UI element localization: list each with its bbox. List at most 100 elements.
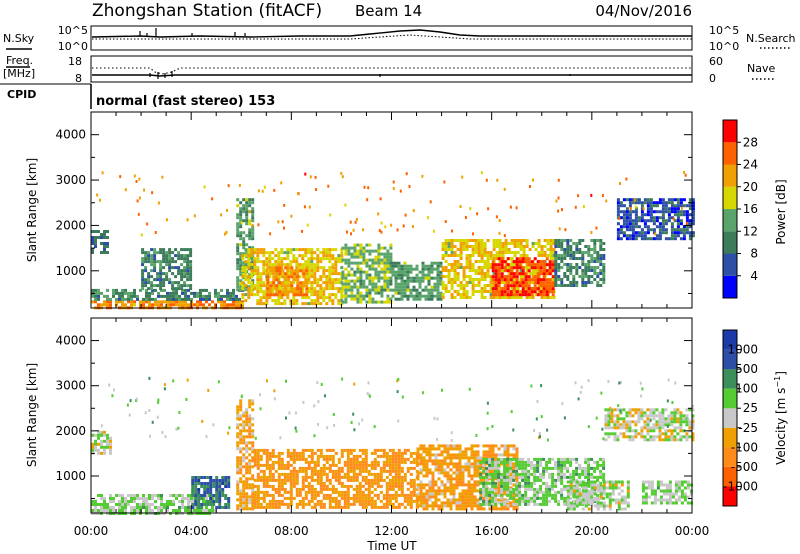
velocity-cell (200, 494, 204, 497)
power-cell (183, 266, 187, 270)
power-cell (510, 260, 514, 263)
power-cell (121, 291, 124, 295)
power-cell (661, 210, 665, 214)
velocity-cell (200, 506, 204, 509)
power-cell (504, 248, 508, 251)
power-cell (262, 302, 266, 306)
power-cell (256, 248, 260, 252)
power-cell (521, 290, 525, 294)
power-cell (569, 266, 573, 269)
power-cell (587, 266, 591, 269)
freq-trace (92, 74, 692, 77)
velocity-cell (194, 476, 198, 479)
power-cell (628, 204, 632, 208)
power-cell (527, 293, 531, 297)
velocity-cell (470, 492, 474, 496)
power-cell (465, 239, 469, 242)
velocity-cell (512, 469, 516, 473)
power-cell (519, 278, 523, 281)
power-cell (177, 251, 181, 255)
power-cell (548, 272, 552, 276)
power-cell (685, 228, 689, 232)
velocity-cell (355, 475, 359, 479)
power-cell (172, 288, 175, 292)
velocity-cell (221, 494, 225, 497)
power-cell (497, 275, 501, 279)
power-cell (477, 251, 481, 254)
power-cell (474, 239, 478, 242)
velocity-cell (419, 486, 423, 490)
velocity-cell (271, 460, 275, 464)
power-cell (640, 207, 644, 211)
velocity-cell (97, 509, 100, 512)
velocity-cell (409, 502, 413, 506)
velocity-cell (289, 463, 293, 467)
velocity-cell (286, 490, 290, 494)
velocity-cell (304, 502, 308, 506)
velocity-cell (328, 469, 332, 473)
velocity-cell (512, 502, 516, 506)
velocity-cell (91, 500, 94, 503)
power-cell (344, 246, 348, 250)
power-cell (165, 278, 169, 282)
velocity-cell (248, 405, 252, 409)
power-cell (581, 239, 585, 242)
power-cell (178, 297, 181, 301)
velocity-cell (428, 447, 432, 451)
power-cell (350, 252, 354, 256)
power-cell (539, 272, 543, 276)
velocity-cell (509, 478, 513, 482)
velocity-cell (367, 469, 371, 473)
velocity-cell (437, 468, 441, 472)
velocity-cell (364, 481, 368, 485)
power-cell (298, 254, 302, 258)
velocity-cell (470, 444, 474, 448)
power-cell (293, 278, 297, 282)
power-cell (581, 251, 585, 254)
velocity-cell (295, 454, 299, 458)
power-cell (347, 288, 351, 292)
velocity-cell (112, 500, 115, 503)
velocity-cell (455, 483, 459, 487)
power-cell (368, 252, 372, 256)
velocity-cell (409, 499, 413, 503)
velocity-cell (248, 399, 252, 403)
power-cell (453, 251, 457, 254)
velocity-cell (397, 469, 401, 473)
velocity-cell (394, 454, 398, 458)
velocity-cell (331, 487, 335, 491)
power-cell (286, 272, 290, 276)
power-cell (151, 303, 154, 307)
power-cell (313, 281, 317, 285)
power-cell (540, 296, 544, 299)
power-cell (153, 263, 157, 267)
power-cell (507, 272, 511, 275)
velocity-cell (467, 474, 471, 478)
velocity-cell (355, 457, 359, 461)
power-cell (459, 263, 463, 266)
power-cell (175, 291, 178, 295)
power-cell (316, 254, 320, 258)
velocity-cell (352, 493, 356, 497)
power-cell (344, 258, 348, 262)
power-cell (515, 206, 518, 210)
power-cell (628, 237, 632, 241)
sky-left-tick-top: 10^5 (58, 24, 88, 37)
power-cell (572, 278, 576, 281)
power-cell (250, 281, 254, 285)
velocity-cell (349, 469, 353, 473)
power-cell (190, 291, 193, 295)
power-cell (310, 254, 314, 258)
power-cell (492, 248, 496, 251)
power-cell (223, 294, 226, 298)
power-cell (519, 242, 523, 245)
power-cell (273, 188, 276, 192)
velocity-cell (506, 472, 510, 476)
power-cell (299, 284, 303, 288)
velocity-cell (203, 503, 207, 506)
power-cell (277, 251, 281, 255)
power-cell (569, 272, 573, 275)
velocity-cell (443, 492, 447, 496)
velocity-cell (253, 454, 257, 458)
